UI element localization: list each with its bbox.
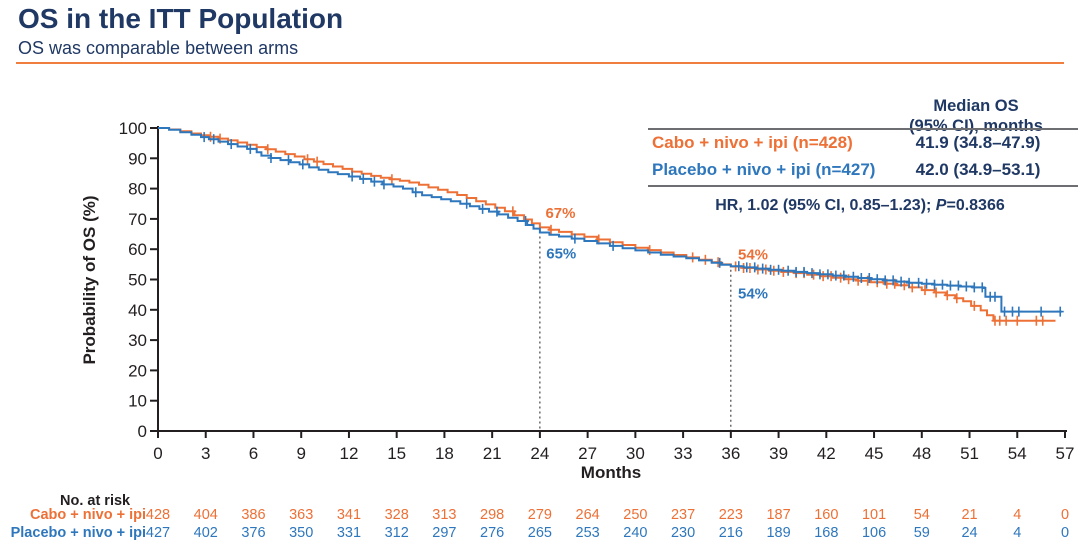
at-risk-value: 386	[241, 507, 266, 523]
at-risk-value: 168	[814, 525, 839, 541]
y-tick-label: 50	[128, 271, 147, 290]
at-risk-value: 313	[432, 507, 457, 523]
x-tick-label: 27	[578, 444, 597, 463]
accent-divider	[16, 62, 1064, 64]
x-tick-label: 54	[1008, 444, 1027, 463]
at-risk-value: 160	[814, 507, 839, 523]
at-risk-value: 0	[1060, 525, 1070, 541]
survival-annotation: 67%	[545, 205, 575, 222]
at-risk-value: 402	[193, 525, 218, 541]
at-risk-value: 297	[432, 525, 457, 541]
y-tick-label: 100	[119, 119, 147, 138]
y-tick-label: 0	[138, 422, 147, 441]
at-risk-value: 298	[480, 507, 505, 523]
y-tick-label: 80	[128, 180, 147, 199]
at-risk-value: 350	[289, 525, 314, 541]
at-risk-value: 101	[861, 507, 887, 523]
x-tick-label: 39	[769, 444, 788, 463]
at-risk-value: 276	[480, 525, 505, 541]
x-tick-label: 0	[153, 444, 162, 463]
at-risk-value: 230	[670, 525, 696, 541]
at-risk-value: 264	[575, 507, 600, 523]
y-tick-label: 20	[128, 361, 147, 380]
at-risk-value: 404	[193, 507, 218, 523]
at-risk-value: 4	[1013, 507, 1022, 523]
at-risk-value: 223	[718, 507, 743, 523]
hr-prefix: HR, 1.02 (95% CI, 0.85–1.23);	[715, 197, 936, 214]
x-tick-label: 45	[865, 444, 884, 463]
y-axis-title: Probability of OS (%)	[80, 195, 99, 365]
x-tick-label: 21	[483, 444, 502, 463]
at-risk-value: 4	[1013, 525, 1022, 541]
hazard-ratio-text: HR, 1.02 (95% CI, 0.85–1.23); P=0.8366	[640, 197, 1080, 215]
at-risk-value: 341	[336, 507, 362, 523]
x-tick-label: 48	[912, 444, 931, 463]
at-risk-value: 328	[384, 507, 409, 523]
survival-annotation: 65%	[546, 245, 576, 262]
p-label: P	[935, 197, 947, 214]
at-risk-value: 54	[913, 507, 930, 523]
x-tick-label: 33	[674, 444, 693, 463]
x-tick-label: 51	[960, 444, 979, 463]
y-tick-label: 40	[128, 301, 147, 320]
at-risk-value: 106	[861, 525, 887, 541]
at-risk-value: 428	[145, 507, 171, 523]
x-tick-label: 15	[387, 444, 406, 463]
x-tick-label: 3	[201, 444, 210, 463]
at-risk-label-placebo: Placebo + nivo + ipi	[10, 525, 146, 541]
km-curve-cabo	[158, 127, 1056, 322]
at-risk-value: 363	[289, 507, 314, 523]
slide-title: OS in the ITT Population	[18, 3, 344, 34]
summary-label-cabo: Cabo + nivo + ipi (n=428)	[652, 133, 853, 152]
x-tick-label: 6	[249, 444, 258, 463]
summary-label-placebo: Placebo + nivo + ipi (n=427)	[652, 160, 876, 179]
at-risk-value: 312	[384, 525, 409, 541]
summary-header-line1: Median OS	[933, 97, 1019, 115]
x-tick-label: 30	[626, 444, 645, 463]
at-risk-label-cabo: Cabo + nivo + ipi	[29, 507, 146, 523]
x-axis-title: Months	[580, 463, 642, 482]
x-tick-label: 12	[339, 444, 358, 463]
at-risk-value: 240	[623, 525, 648, 541]
at-risk-value: 237	[670, 507, 696, 523]
at-risk-value: 216	[718, 525, 743, 541]
x-tick-label: 9	[296, 444, 305, 463]
at-risk-value: 21	[961, 507, 978, 523]
at-risk-value: 59	[913, 525, 930, 541]
y-tick-label: 70	[128, 210, 147, 229]
at-risk-value: 279	[527, 507, 552, 523]
at-risk-value: 250	[623, 507, 648, 523]
at-risk-title: No. at risk	[60, 493, 131, 509]
summary-table-rule-top	[648, 128, 1078, 130]
slide-subtitle: OS was comparable between arms	[18, 38, 299, 58]
y-tick-label: 10	[128, 392, 147, 411]
x-tick-label: 18	[435, 444, 454, 463]
y-tick-label: 60	[128, 240, 147, 259]
x-tick-label: 57	[1056, 444, 1075, 463]
at-risk-value: 427	[145, 525, 171, 541]
summary-value-placebo: 42.0 (34.9–53.1)	[915, 160, 1041, 179]
at-risk-value: 376	[241, 525, 266, 541]
at-risk-value: 24	[961, 525, 978, 541]
y-tick-label: 90	[128, 149, 147, 168]
x-tick-label: 42	[817, 444, 836, 463]
x-tick-label: 24	[530, 444, 549, 463]
at-risk-value: 331	[336, 525, 362, 541]
at-risk-value: 253	[575, 525, 600, 541]
at-risk-value: 189	[766, 525, 791, 541]
y-tick-label: 30	[128, 331, 147, 350]
p-suffix: =0.8366	[946, 197, 1005, 214]
at-risk-value: 187	[766, 507, 791, 523]
at-risk-value: 265	[527, 525, 552, 541]
summary-table-rule-bottom	[648, 185, 1078, 187]
x-tick-label: 36	[721, 444, 740, 463]
at-risk-value: 0	[1060, 507, 1070, 523]
summary-value-cabo: 41.9 (34.8–47.9)	[915, 133, 1041, 152]
summary-table-header: Median OS (95% CI), months	[872, 97, 1080, 137]
survival-annotation: 54%	[738, 285, 768, 302]
summary-header-line2: (95% CI), months	[909, 116, 1043, 135]
survival-annotation: 54%	[738, 247, 768, 264]
